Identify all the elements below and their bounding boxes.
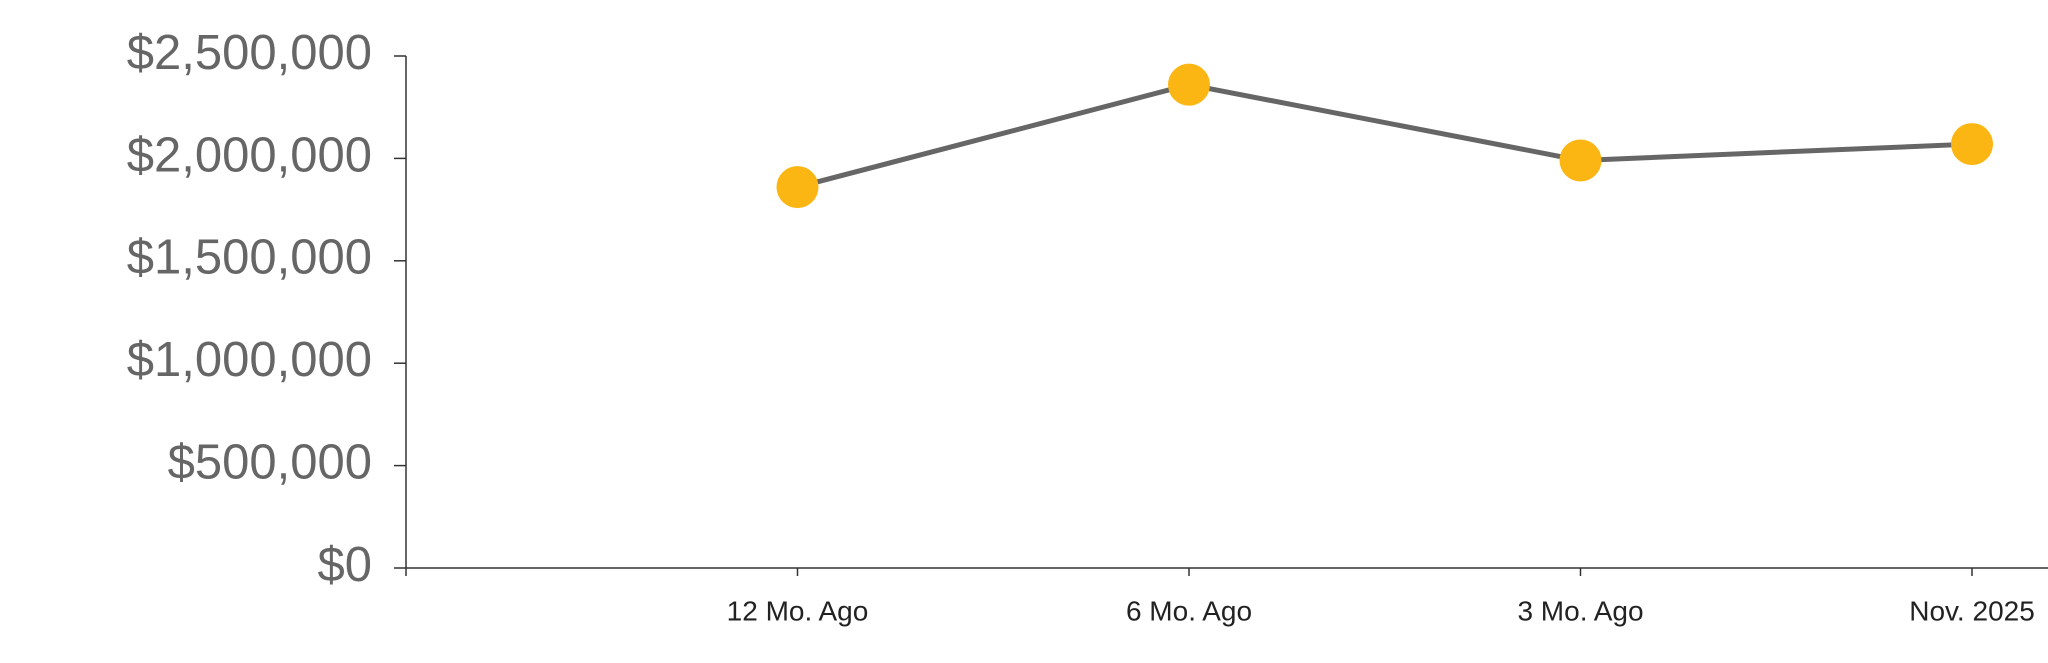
y-tick-label: $2,000,000 [127,128,372,182]
x-tick-label: 3 Mo. Ago [1517,595,1643,626]
y-tick-label: $0 [317,538,372,592]
x-tick-label: Nov. 2025 [1909,595,2035,626]
x-tick-label: 12 Mo. Ago [727,595,869,626]
x-tick-label: 6 Mo. Ago [1126,595,1252,626]
y-tick-label: $1,500,000 [127,231,372,285]
point [776,166,819,209]
y-tick-label: $500,000 [168,436,372,490]
y-tick-label: $1,000,000 [127,333,372,387]
series-line [796,82,1973,190]
y-tick-label: $2,500,000 [127,26,372,80]
point [1951,123,1993,166]
point [1168,63,1210,106]
point [1559,139,1602,182]
